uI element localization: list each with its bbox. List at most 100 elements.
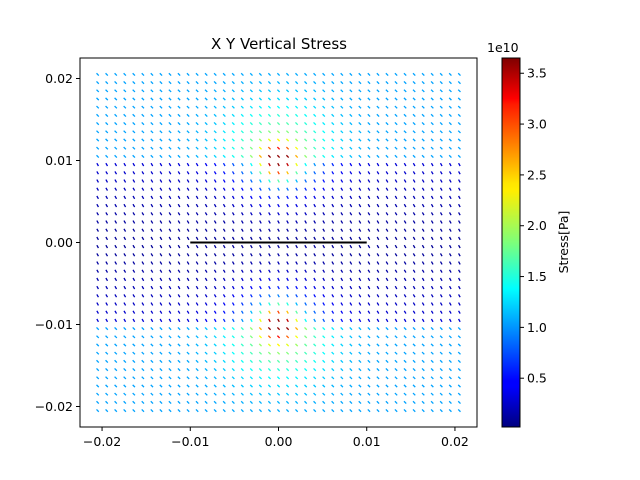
quiver-arrow xyxy=(168,122,172,126)
quiver-arrow xyxy=(439,310,443,314)
quiver-arrow xyxy=(294,409,299,413)
quiver-arrow xyxy=(349,179,353,183)
quiver-arrow xyxy=(222,400,226,404)
quiver-arrow xyxy=(231,359,235,363)
quiver-arrow xyxy=(385,122,389,126)
quiver-arrow xyxy=(403,162,407,167)
quiver-arrow xyxy=(331,392,335,396)
quiver-arrow xyxy=(195,368,199,372)
quiver-arrow xyxy=(250,253,253,257)
quiver-arrow xyxy=(421,253,425,257)
quiver-arrow xyxy=(150,335,154,339)
quiver-arrow xyxy=(231,228,235,232)
quiver-arrow xyxy=(96,359,100,363)
quiver-arrow xyxy=(268,277,271,282)
quiver-arrow xyxy=(439,154,443,158)
quiver-arrow xyxy=(322,97,326,101)
quiver-arrow xyxy=(114,335,118,339)
quiver-arrow xyxy=(295,179,298,183)
quiver-arrow xyxy=(367,81,371,85)
quiver-arrow xyxy=(204,392,208,396)
quiver-arrow xyxy=(177,236,181,241)
quiver-arrow xyxy=(186,343,190,347)
quiver-arrow xyxy=(457,244,461,249)
quiver-arrow xyxy=(403,113,407,117)
quiver-arrow xyxy=(168,212,172,216)
quiver-arrow xyxy=(285,359,290,363)
quiver-arrow xyxy=(141,261,145,265)
quiver-arrow xyxy=(141,97,145,101)
quiver-arrow xyxy=(322,359,326,363)
quiver-arrow xyxy=(168,351,172,355)
quiver-arrow xyxy=(457,97,461,101)
quiver-arrow xyxy=(177,392,181,396)
quiver-arrow xyxy=(195,261,199,265)
quiver-arrow xyxy=(258,89,263,93)
quiver-arrow xyxy=(177,384,181,388)
quiver-arrow xyxy=(105,72,109,76)
quiver-arrow xyxy=(231,351,235,355)
quiver-arrow xyxy=(349,253,353,257)
quiver-arrow xyxy=(322,310,326,314)
quiver-arrow xyxy=(313,261,317,265)
quiver-arrow xyxy=(96,195,100,200)
quiver-arrow xyxy=(258,122,263,126)
quiver-arrow xyxy=(367,409,371,413)
quiver-arrow xyxy=(123,220,127,224)
quiver-arrow xyxy=(213,97,217,101)
quiver-arrow xyxy=(213,310,217,314)
quiver-arrow xyxy=(412,138,416,142)
quiver-arrow xyxy=(132,195,136,200)
quiver-arrow xyxy=(213,351,217,355)
quiver-arrow xyxy=(240,269,244,273)
quiver-arrow xyxy=(249,327,253,331)
quiver-arrow xyxy=(105,310,109,314)
quiver-arrow xyxy=(276,105,281,109)
quiver-arrow xyxy=(168,179,172,183)
quiver-arrow xyxy=(114,179,118,183)
quiver-arrow xyxy=(159,384,163,388)
quiver-arrow xyxy=(403,212,407,216)
quiver-arrow xyxy=(322,81,326,85)
quiver-arrow xyxy=(285,351,290,355)
quiver-arrow xyxy=(448,162,452,167)
quiver-arrow xyxy=(240,97,244,101)
quiver-arrow xyxy=(222,327,226,331)
quiver-arrow xyxy=(96,212,100,216)
quiver-arrow xyxy=(295,212,298,216)
quiver-arrow xyxy=(240,285,244,290)
quiver-arrow xyxy=(322,228,326,232)
quiver-arrow xyxy=(222,285,226,290)
quiver-arrow xyxy=(340,179,344,183)
quiver-arrow xyxy=(141,368,145,372)
quiver-arrow xyxy=(340,171,344,175)
quiver-arrow xyxy=(295,310,298,314)
quiver-arrow xyxy=(349,122,353,126)
quiver-arrow xyxy=(105,154,109,158)
quiver-arrow xyxy=(394,130,398,134)
quiver-arrow xyxy=(141,236,145,241)
quiver-arrow xyxy=(168,97,172,101)
quiver-arrow xyxy=(358,351,362,355)
quiver-arrow xyxy=(358,244,362,249)
quiver-arrow xyxy=(231,130,235,134)
quiver-arrow xyxy=(421,187,425,191)
quiver-arrow xyxy=(286,277,289,282)
quiver-arrow xyxy=(240,220,244,224)
quiver-arrow xyxy=(105,228,109,232)
quiver-arrow xyxy=(267,138,272,142)
quiver-arrow xyxy=(358,130,362,134)
quiver-arrow xyxy=(150,89,154,93)
quiver-arrow xyxy=(204,72,208,76)
quiver-arrow xyxy=(123,162,127,167)
quiver-arrow xyxy=(168,244,172,249)
quiver-arrow xyxy=(340,253,344,257)
quiver-arrow xyxy=(195,187,199,191)
quiver-arrow xyxy=(340,351,344,355)
quiver-arrow xyxy=(277,310,280,314)
quiver-arrow xyxy=(349,359,353,363)
quiver-arrow xyxy=(448,294,452,298)
quiver-arrow xyxy=(394,310,398,314)
quiver-arrow xyxy=(439,318,443,323)
quiver-arrow xyxy=(141,162,145,167)
